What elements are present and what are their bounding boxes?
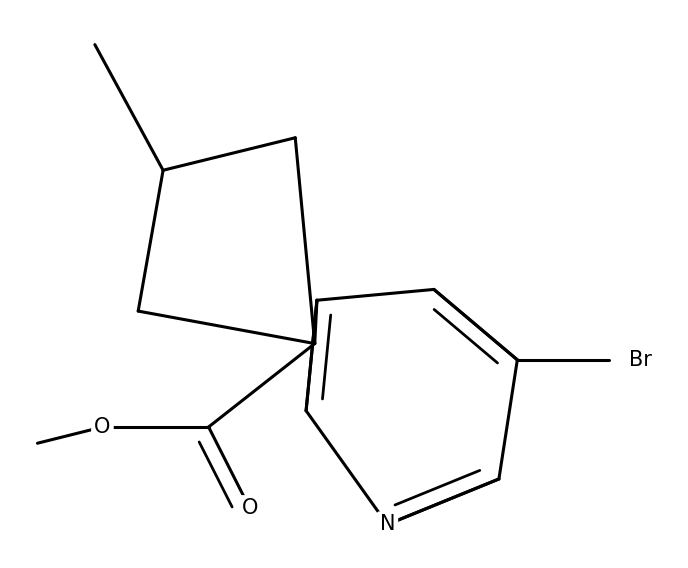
Text: Br: Br: [629, 350, 652, 370]
Text: O: O: [94, 417, 111, 437]
Text: N: N: [380, 515, 395, 534]
Text: O: O: [241, 498, 258, 518]
